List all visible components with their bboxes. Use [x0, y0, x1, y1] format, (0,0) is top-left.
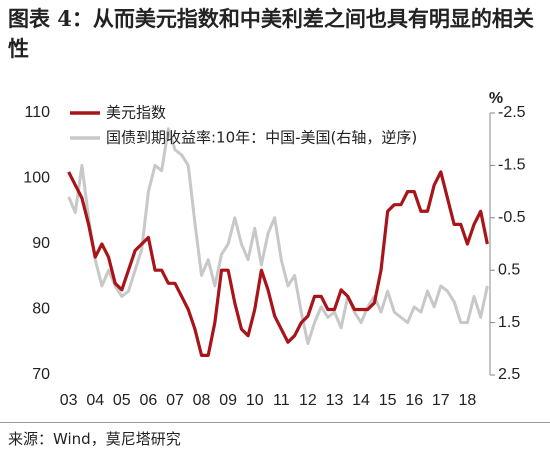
x-tick-label: 03	[60, 392, 78, 409]
source-note: 来源：Wind，莫尼塔研究	[8, 430, 181, 448]
x-tick-label: 10	[246, 392, 264, 409]
y2-unit: %	[489, 90, 503, 107]
x-tick-label: 09	[219, 392, 237, 409]
x-tick-label: 13	[326, 392, 344, 409]
x-tick-label: 12	[299, 392, 317, 409]
legend-label: 美元指数	[106, 104, 166, 122]
x-tick-label: 18	[459, 392, 477, 409]
y-tick-label: 110	[24, 104, 50, 121]
x-tick-label: 07	[166, 392, 184, 409]
x-tick-label: 17	[432, 392, 450, 409]
x-tick-label: 16	[405, 392, 423, 409]
chart-title: 图表 4：从而美元指数和中美利差之间也具有明显的相关性	[8, 6, 534, 61]
y2-tick-label: -0.5	[498, 209, 526, 226]
y-tick-label: 90	[32, 235, 50, 252]
x-tick-label: 06	[139, 392, 157, 409]
y2-tick-label: -2.5	[498, 104, 526, 121]
series-line	[67, 170, 489, 357]
x-tick-label: 11	[273, 392, 290, 409]
x-tick-label: 04	[86, 392, 104, 409]
separator	[0, 422, 550, 423]
y2-tick-label: -1.5	[498, 157, 526, 174]
x-tick-label: 08	[193, 392, 211, 409]
y2-tick-label: 1.5	[498, 314, 520, 331]
x-tick-label: 14	[352, 392, 370, 409]
y2-tick-label: 2.5	[498, 366, 520, 383]
series-line	[67, 127, 489, 346]
y-tick-label: 70	[32, 366, 50, 383]
y-tick-label: 80	[32, 301, 50, 318]
y2-tick-label: 0.5	[498, 261, 520, 278]
legend-label: 国债到期收益率:10年：中国-美国(右轴，逆序)	[106, 129, 417, 147]
y-tick-label: 100	[23, 170, 50, 187]
x-tick-label: 05	[113, 392, 131, 409]
x-tick-label: 15	[379, 392, 397, 409]
